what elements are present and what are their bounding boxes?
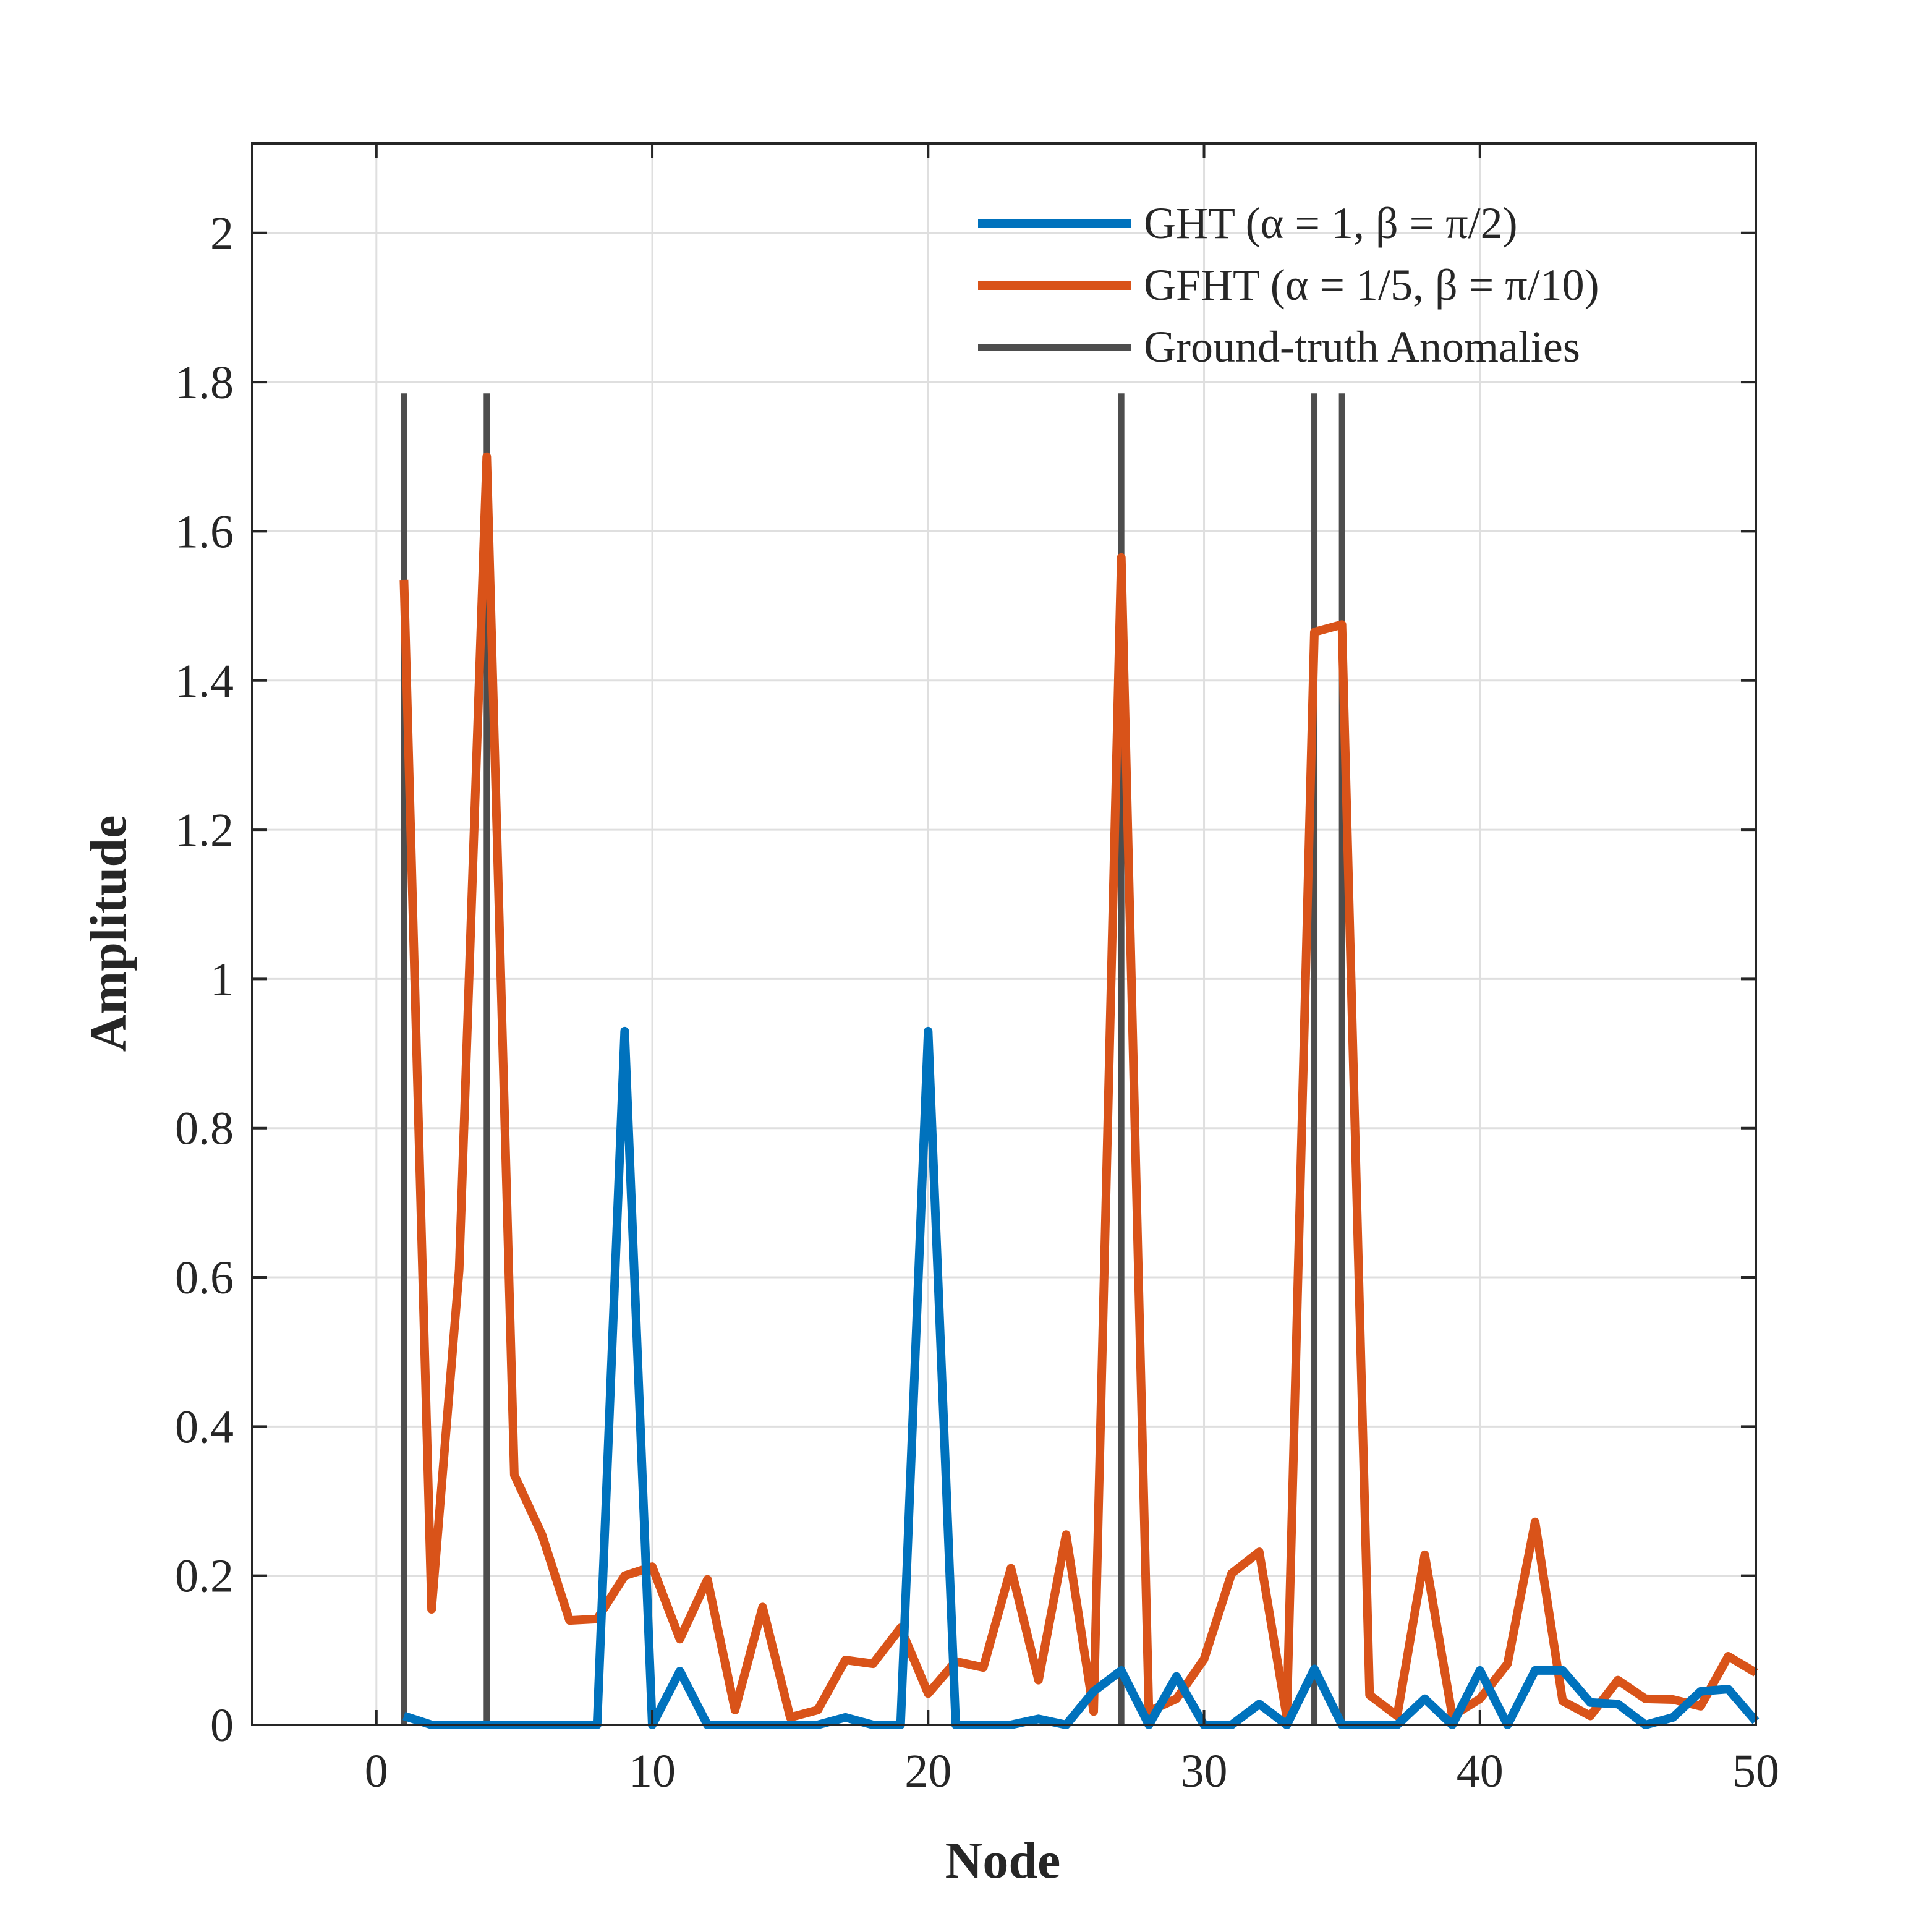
- y-tick-label: 1.6: [175, 506, 234, 558]
- y-tick-label: 1: [210, 953, 234, 1005]
- x-tick-label: 20: [904, 1745, 951, 1797]
- legend-label-anomalies: Ground-truth Anomalies: [1144, 322, 1580, 372]
- tick-labels: 0 10 20 30 40 50 0 0.2 0.4 0.6 0.8 1 1.2 1.4 1.6 1.8 2: [175, 208, 1779, 1797]
- legend: GHT (α = 1, β = π/2) GFHT (α = 1/5, β = …: [978, 198, 1599, 372]
- y-tick-label: 1.2: [175, 804, 234, 856]
- y-tick-label: 2: [210, 208, 234, 260]
- x-tick-label: 40: [1457, 1745, 1504, 1797]
- y-tick-label: 1.8: [175, 357, 234, 409]
- legend-label-gfht: GFHT (α = 1/5, β = π/10): [1144, 260, 1599, 310]
- anomaly-lines: [401, 393, 1345, 1725]
- y-tick-label: 0.8: [175, 1103, 234, 1155]
- y-tick-label: 0: [210, 1700, 234, 1751]
- x-tick-label: 0: [365, 1745, 388, 1797]
- y-tick-label: 0.4: [175, 1401, 234, 1453]
- series-line-gfht: [399, 452, 1758, 1722]
- y-tick-label: 0.6: [175, 1252, 234, 1304]
- x-tick-label: 30: [1181, 1745, 1228, 1797]
- grid: [252, 143, 1757, 1726]
- series-line-ght: [402, 1026, 1760, 1729]
- plot-frame: [251, 142, 1757, 1726]
- y-axis-title: Amplitude: [80, 815, 137, 1052]
- x-tick-label: 50: [1732, 1745, 1779, 1797]
- x-axis-title: Node: [945, 1832, 1061, 1889]
- x-tick-label: 10: [629, 1745, 676, 1797]
- y-tick-label: 1.4: [175, 655, 234, 707]
- y-tick-label: 0.2: [175, 1551, 234, 1602]
- legend-label-ght: GHT (α = 1, β = π/2): [1144, 198, 1518, 248]
- series-lines: [399, 452, 1760, 1729]
- axes: [251, 142, 1757, 1726]
